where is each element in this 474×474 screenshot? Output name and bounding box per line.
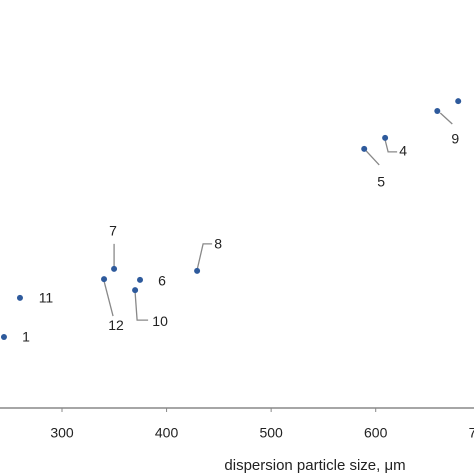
point [194, 267, 201, 274]
x-tick-label: 400 [155, 425, 179, 441]
point-label: 5 [377, 174, 385, 190]
point-label: 9 [451, 131, 459, 147]
x-tick-label: 700 [469, 425, 474, 441]
point-label: 8 [214, 236, 222, 252]
point [382, 134, 389, 141]
point-label: 6 [158, 273, 166, 289]
point-label: 10 [152, 313, 168, 329]
point [361, 145, 368, 152]
point-label: 4 [399, 143, 407, 159]
point-label: 11 [39, 290, 54, 306]
x-tick-label: 500 [259, 425, 283, 441]
point [16, 294, 23, 301]
point [101, 276, 108, 283]
point [0, 334, 7, 341]
leader-line [384, 139, 398, 153]
point [455, 98, 462, 105]
point [111, 265, 118, 272]
point [132, 287, 139, 294]
leader-line [134, 292, 149, 321]
leader-line [196, 243, 213, 271]
point [434, 107, 441, 114]
point-label: 12 [108, 317, 124, 333]
point-label: 7 [109, 223, 117, 239]
point-label: 1 [22, 329, 30, 345]
point [137, 276, 144, 283]
x-axis-label: dispersion particle size, μm [224, 457, 405, 474]
leader-line [365, 150, 380, 166]
leader-line [439, 112, 453, 125]
leader-line [103, 280, 114, 317]
x-tick-label: 600 [364, 425, 388, 441]
x-tick-label: 300 [50, 425, 74, 441]
